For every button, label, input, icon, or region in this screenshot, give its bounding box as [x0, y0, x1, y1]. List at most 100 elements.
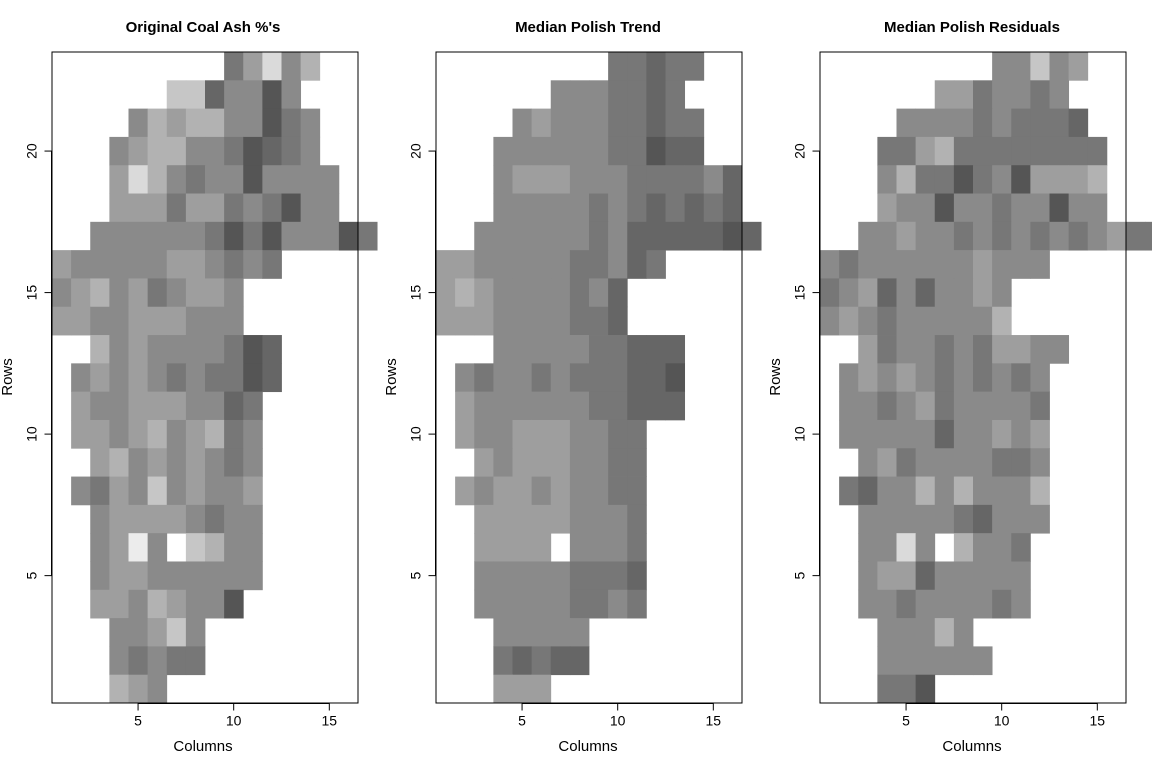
heat-cell-r10-c8: [953, 419, 974, 449]
heat-cell-r15-c5: [512, 278, 533, 308]
heat-cell-r20-c13: [665, 136, 686, 166]
heat-cell-r20-c13: [1049, 136, 1070, 166]
heat-cell-r18-c7: [166, 193, 187, 223]
heat-cell-r19-c9: [973, 165, 993, 194]
heat-cell-r2-c6: [147, 646, 168, 676]
heat-cell-r7-c7: [166, 504, 187, 534]
heat-cell-r1-c5: [512, 674, 533, 704]
heat-cell-r17-c17: [1126, 221, 1146, 251]
heat-cell-r4-c10: [992, 589, 1012, 619]
heat-cell-r11-c10: [992, 391, 1012, 421]
heat-cell-r13-c5: [896, 335, 917, 364]
heat-cell-r21-c9: [589, 108, 609, 138]
heat-cell-r1-c4: [877, 674, 897, 704]
heat-cell-r12-c5: [512, 363, 533, 393]
heat-cell-r14-c10: [608, 306, 628, 336]
heat-cell-r3-c6: [147, 618, 168, 647]
heat-cell-r16-c1: [52, 250, 72, 279]
heat-cell-r18-c8: [185, 193, 206, 223]
heat-cell-r4-c7: [550, 589, 571, 619]
heat-cell-r16-c10: [992, 250, 1012, 279]
heat-cell-r12-c8: [185, 363, 206, 393]
heat-cell-r2-c4: [493, 646, 513, 676]
heat-cell-r18-c14: [684, 193, 705, 223]
heat-cell-r17-c12: [262, 221, 282, 251]
heat-cell-r16-c11: [627, 250, 647, 279]
panel-residuals-title: Median Polish Residuals: [884, 19, 1060, 36]
heat-cell-r17-c4: [109, 221, 129, 251]
heat-cell-r18-c10: [608, 193, 628, 223]
heat-cell-r10-c6: [147, 419, 168, 449]
heat-cell-r7-c11: [1011, 504, 1031, 534]
heat-cell-r13-c12: [1030, 335, 1050, 364]
heat-cell-r23-c13: [665, 52, 686, 81]
heat-cell-r15-c2: [455, 278, 475, 308]
heat-cell-r8-c3: [90, 476, 110, 506]
heat-cell-r5-c4: [493, 561, 513, 591]
heat-cell-r12-c2: [71, 363, 91, 393]
heat-cell-r14-c1: [436, 306, 456, 336]
heat-cell-r7-c8: [185, 504, 206, 534]
heat-cell-r10-c7: [550, 419, 571, 449]
heat-cell-r8-c2: [839, 476, 859, 506]
heat-cell-r12-c11: [627, 363, 647, 393]
heat-cell-r9-c7: [550, 448, 571, 477]
panel-original-x-label: Columns: [173, 738, 232, 755]
heat-cell-r11-c13: [665, 391, 686, 421]
heat-cell-r15-c5: [896, 278, 917, 308]
heat-cell-r14-c10: [992, 306, 1012, 336]
heat-cell-r20-c8: [185, 136, 206, 166]
heat-cell-r3-c6: [915, 618, 936, 647]
heat-cell-r19-c5: [896, 165, 917, 194]
heat-cell-r18-c8: [953, 193, 974, 223]
heat-cell-r17-c7: [550, 221, 571, 251]
heat-cell-r2-c9: [973, 646, 993, 676]
heat-cell-r12-c4: [493, 363, 513, 393]
heat-cell-r14-c8: [185, 306, 206, 336]
heat-cell-r19-c7: [166, 165, 187, 194]
heat-cell-r7-c10: [992, 504, 1012, 534]
heat-cell-r10-c6: [531, 419, 552, 449]
heat-cell-r22-c13: [281, 80, 302, 109]
heat-cell-r17-c10: [992, 221, 1012, 251]
heat-cell-r22-c10: [224, 80, 244, 109]
heat-cell-r19-c7: [934, 165, 955, 194]
heat-cell-r2-c5: [128, 646, 149, 676]
heat-cell-r8-c9: [973, 476, 993, 506]
heat-cell-r10-c9: [205, 419, 225, 449]
heat-cell-r11-c11: [627, 391, 647, 421]
heat-cell-r2-c7: [934, 646, 955, 676]
heat-cell-r10-c4: [109, 419, 129, 449]
heat-cell-r20-c11: [627, 136, 647, 166]
heat-cell-r12-c3: [474, 363, 494, 393]
heat-cell-r21-c14: [1068, 108, 1089, 138]
panel-trend-y-tick-label-15: 15: [408, 285, 424, 301]
heat-cell-r18-c6: [147, 193, 168, 223]
heat-cell-r3-c6: [531, 618, 552, 647]
heat-cell-r17-c8: [185, 221, 206, 251]
panel-original-title: Original Coal Ash %'s: [126, 19, 281, 36]
heat-cell-r12-c11: [243, 363, 263, 393]
heat-cell-r12-c7: [166, 363, 187, 393]
heat-cell-r15-c1: [820, 278, 840, 308]
heat-cell-r6-c5: [512, 533, 533, 562]
heat-cell-r17-c8: [953, 221, 974, 251]
heat-cell-r1-c5: [128, 674, 149, 704]
heat-cell-r18-c7: [934, 193, 955, 223]
heat-cell-r12-c4: [109, 363, 129, 393]
heat-cell-r20-c14: [300, 136, 321, 166]
heat-cell-r4-c6: [531, 589, 552, 619]
heat-cell-r20-c8: [569, 136, 590, 166]
heat-cell-r4-c4: [877, 589, 897, 619]
heat-cell-r2-c4: [877, 646, 897, 676]
heat-cell-r11-c9: [589, 391, 609, 421]
heat-cell-r19-c6: [915, 165, 936, 194]
heat-cell-r12-c12: [646, 363, 666, 393]
heat-cell-r9-c6: [147, 448, 168, 477]
heat-cell-r16-c12: [262, 250, 282, 279]
heat-cell-r14-c2: [71, 306, 91, 336]
heat-cell-r18-c4: [493, 193, 513, 223]
heat-cell-r11-c5: [896, 391, 917, 421]
heat-cell-r17-c4: [493, 221, 513, 251]
heat-cell-r13-c8: [953, 335, 974, 364]
